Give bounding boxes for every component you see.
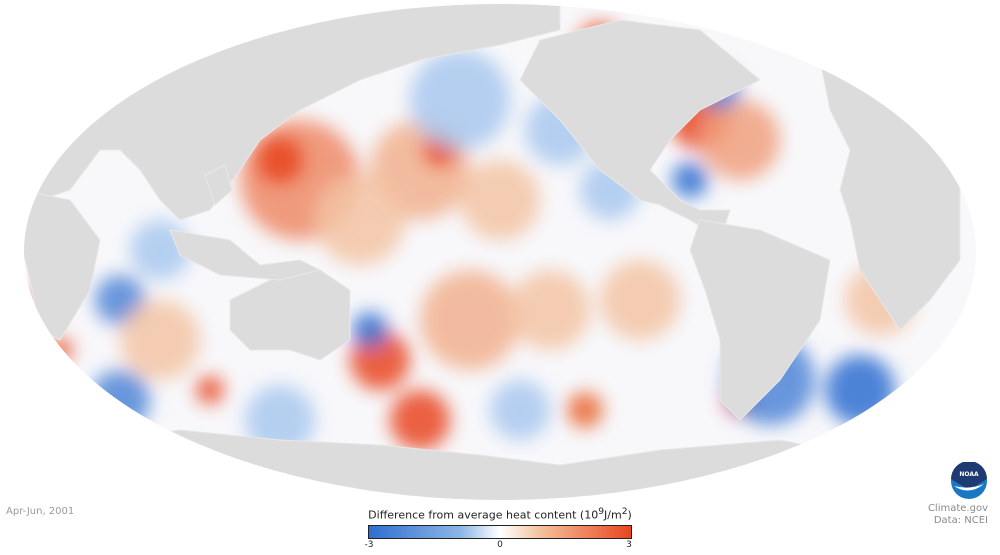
anomaly-patch	[672, 162, 708, 198]
anomaly-patch	[490, 380, 550, 440]
anomaly-patch	[825, 355, 895, 425]
ocean-heat-map	[24, 4, 961, 500]
anomaly-patch	[600, 260, 680, 340]
credit-source: Data: NCEI	[933, 515, 988, 526]
indonesia	[169, 229, 322, 281]
legend-units: (10	[579, 508, 599, 522]
legend-units-mid: J/m	[604, 508, 622, 522]
africa-west	[24, 189, 101, 341]
legend-title-text: Difference from average heat content	[368, 508, 577, 522]
south-america	[689, 219, 831, 421]
anomaly-patch	[410, 50, 510, 150]
anomaly-patch	[352, 312, 388, 348]
date-label: Apr-Jun, 2001	[6, 506, 75, 517]
anomaly-patch	[90, 370, 150, 430]
credits: Climate.gov Data: NCEI	[928, 503, 988, 527]
legend-units-end: )	[627, 508, 632, 522]
color-legend: Difference from average heat content (10…	[364, 506, 632, 551]
legend-units-exp: 9	[598, 506, 605, 517]
japan	[204, 164, 233, 206]
anomaly-patch	[510, 270, 590, 350]
legend-tick-zero: 0	[497, 539, 503, 550]
anomaly-patch	[567, 392, 603, 428]
anomaly-patch	[120, 300, 200, 380]
legend-tick-max: 3	[626, 539, 632, 550]
north-america	[519, 19, 761, 241]
anomaly-patch	[460, 160, 540, 240]
credit-site: Climate.gov	[927, 503, 988, 514]
anomaly-patch	[245, 385, 315, 455]
legend-color-bar	[368, 524, 632, 539]
anomaly-patch	[420, 270, 520, 370]
anomaly-patch	[196, 376, 224, 404]
legend-title: Difference from average heat content (10…	[368, 506, 632, 522]
anomaly-patch	[390, 390, 450, 450]
anomaly-patch	[48, 338, 72, 362]
svg-text:NOAA: NOAA	[959, 471, 979, 478]
anomaly-patch	[255, 135, 305, 185]
anomaly-patch	[315, 175, 405, 265]
anomaly-patch	[700, 100, 780, 180]
legend-units-exp2: 2	[621, 506, 628, 517]
noaa-logo: NOAA	[951, 462, 987, 499]
legend-tick-min: -3	[364, 539, 374, 550]
